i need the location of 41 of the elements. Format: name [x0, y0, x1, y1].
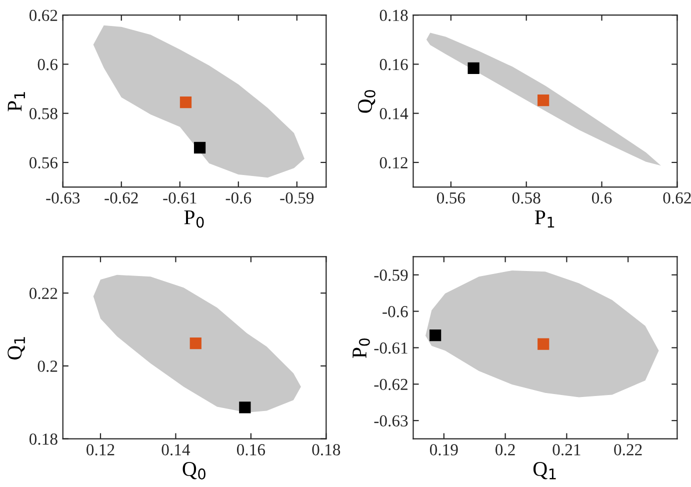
x-tick-label: 0.18: [312, 444, 340, 456]
x-tick-label: 0.16: [236, 444, 266, 456]
y-tick-label: 0.22: [29, 288, 58, 300]
y-tick-label: 0.14: [380, 108, 408, 120]
y-tick-label: 0.18: [29, 433, 58, 445]
x-axis-title: P$_{0}$: [184, 210, 204, 228]
x-tick-label: -0.61: [163, 192, 196, 204]
y-tick-label: 0.58: [29, 108, 58, 120]
x-tick-label: 0.22: [614, 444, 642, 456]
x-axis-title: Q$_{1}$: [533, 462, 556, 480]
x-tick-label: 0.56: [436, 192, 466, 204]
x-tick-label: 0.2: [496, 444, 515, 456]
y-tick-label: 0.12: [380, 157, 408, 168]
y-tick-label: 0.62: [29, 10, 58, 22]
x-tick-label: 0.58: [512, 192, 540, 204]
x-axis-title: P$_{1}$: [534, 210, 554, 228]
x-tick-label: 0.19: [430, 444, 458, 456]
y-axis-title: Q$_{0}$: [358, 90, 376, 113]
y-tick-label: -0.61: [374, 342, 408, 354]
y-tick-label: 0.16: [380, 58, 408, 70]
y-axis-title: P$_{0}$: [352, 338, 370, 358]
y-tick-label: 0.2: [38, 360, 58, 372]
y-axis-title: Q$_{1}$: [8, 337, 25, 360]
x-tick-label: 0.21: [552, 444, 580, 456]
y-tick-label: 0.18: [380, 10, 408, 22]
x-tick-label: 0.12: [86, 444, 114, 456]
x-tick-label: -0.59: [280, 192, 314, 204]
x-tick-label: -0.62: [104, 192, 138, 204]
x-tick-label: -0.63: [46, 192, 80, 204]
y-tick-label: 0.56: [29, 157, 58, 168]
y-tick-label: -0.6: [382, 306, 408, 318]
y-tick-label: -0.59: [374, 270, 408, 281]
y-tick-label: -0.63: [374, 415, 408, 427]
y-tick-label: -0.62: [374, 378, 408, 390]
x-tick-label: -0.6: [226, 192, 252, 204]
x-tick-label: 0.14: [162, 444, 190, 456]
x-tick-label: 0.6: [592, 192, 612, 204]
x-axis-title: Q$_{0}$: [182, 462, 206, 480]
y-axis-title: P$_{1}$: [8, 92, 25, 112]
y-tick-label: 0.6: [38, 58, 58, 70]
x-tick-label: 0.62: [663, 192, 691, 204]
